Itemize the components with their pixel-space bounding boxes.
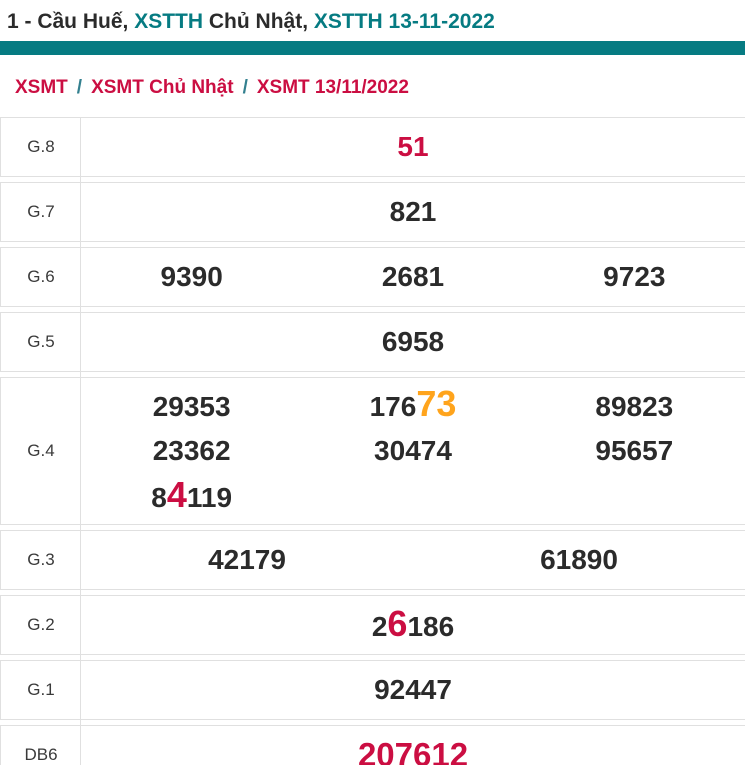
prize-number: 9723 — [524, 255, 745, 299]
prize-label: G.4 — [27, 441, 55, 460]
digits: 821 — [389, 196, 437, 227]
prize-number: 89823 — [524, 385, 745, 429]
prize-values: 6958 — [81, 313, 745, 371]
digits: 89823 — [595, 391, 674, 422]
digits: 9390 — [160, 261, 223, 292]
table-row: G.1 92447 — [0, 660, 745, 720]
digits: 8 — [151, 482, 167, 513]
prize-label: G.6 — [27, 267, 55, 286]
digits: 176 — [369, 391, 417, 422]
table-row: G.7 821 — [0, 182, 745, 242]
value-line: 84119 — [81, 473, 745, 520]
table-row: DB6 207612 — [0, 725, 745, 765]
title-part: Chủ Nhật, — [203, 10, 314, 33]
title-part: 1 - Cầu Huế, — [7, 10, 135, 33]
highlighted-digits: 73 — [416, 383, 457, 424]
prize-number: 23362 — [81, 429, 302, 473]
table-row: G.6 9390 2681 9723 — [0, 247, 745, 307]
digits: 92447 — [374, 674, 452, 705]
prize-number: 95657 — [524, 429, 745, 473]
digits: 2 — [371, 610, 388, 642]
prize-label: G.7 — [27, 202, 55, 221]
digits: 9723 — [603, 261, 666, 292]
prize-values: 9390 2681 9723 — [81, 248, 745, 306]
prize-values: 207612 — [81, 726, 745, 765]
prize-number: 92447 — [81, 668, 745, 712]
title-part: XSTTH 13-11-2022 — [313, 10, 495, 33]
table-row: G.5 6958 — [0, 312, 745, 372]
prize-number: 821 — [81, 190, 745, 234]
digits: 2681 — [381, 261, 445, 292]
label-column-divider — [80, 117, 81, 765]
digits: 186 — [407, 610, 455, 642]
digits: 42179 — [208, 544, 286, 575]
prize-number: 2681 — [302, 255, 523, 299]
prize-number: 29353 — [81, 385, 302, 429]
value-line: 26186 — [81, 602, 745, 649]
prize-values: 821 — [81, 183, 745, 241]
prize-number: 17673 — [302, 382, 523, 429]
title-part: XSTTH — [134, 10, 204, 33]
table-row: G.4 29353 17673 89823 23362 30474 95657 84119 — [0, 377, 745, 525]
prize-number: 84119 — [81, 473, 302, 520]
digits: 119 — [186, 482, 233, 513]
prize-label: DB6 — [24, 745, 58, 764]
digits: 29353 — [152, 391, 231, 422]
value-line: 42179 61890 — [81, 538, 745, 582]
highlighted-digits: 51 — [397, 131, 429, 162]
prize-label: G.5 — [27, 332, 55, 351]
digits: 95657 — [595, 435, 674, 466]
value-line: 51 — [81, 125, 745, 169]
prize-number: 42179 — [81, 538, 413, 582]
teal-divider — [0, 41, 745, 55]
value-line: 9390 2681 9723 — [81, 255, 745, 299]
prize-label: G.3 — [27, 550, 55, 569]
prize-number: 207612 — [81, 733, 745, 765]
digits: 61890 — [540, 544, 618, 575]
prize-number: 9390 — [81, 255, 302, 299]
breadcrumb-link[interactable]: XSMT — [15, 77, 68, 98]
breadcrumb-separator: / — [76, 77, 83, 98]
breadcrumb-link[interactable]: XSMT Chủ Nhật — [91, 77, 234, 98]
prize-values: 42179 61890 — [81, 531, 745, 589]
highlighted-digits: 6 — [387, 602, 408, 644]
table-row: G.3 42179 61890 — [0, 530, 745, 590]
value-line: 29353 17673 89823 — [81, 382, 745, 429]
prize-values: 29353 17673 89823 23362 30474 95657 84119 — [81, 378, 745, 524]
breadcrumb-link[interactable]: XSMT 13/11/2022 — [256, 77, 409, 98]
results-table: G.8 51 G.7 821 G.6 9390 2681 9723 G.5 6958 G.4 2935… — [0, 117, 745, 765]
prize-label: G.8 — [27, 137, 55, 156]
prize-number: 30474 — [302, 429, 523, 473]
page-title: 1 - Cầu Huế, XSTTH Chủ Nhật, XSTTH 13-11… — [0, 0, 745, 35]
value-line: 207612 — [81, 733, 745, 765]
breadcrumb-separator: / — [242, 77, 248, 98]
prize-number: 6958 — [81, 320, 745, 364]
digits: 30474 — [374, 435, 452, 466]
value-line: 92447 — [81, 668, 745, 712]
value-line: 6958 — [81, 320, 745, 364]
prize-number: 26186 — [81, 602, 745, 649]
prize-values: 51 — [81, 118, 745, 176]
prize-label: G.2 — [27, 615, 55, 634]
digits: 23362 — [152, 435, 231, 466]
breadcrumb: XSMT / XSMT Chủ Nhật / XSMT 13/11/2022 — [15, 76, 745, 100]
highlighted-digits: 4 — [166, 474, 187, 515]
table-row: G.2 26186 — [0, 595, 745, 655]
digits: 6958 — [381, 326, 445, 357]
prize-values: 26186 — [81, 596, 745, 654]
value-line: 821 — [81, 190, 745, 234]
prize-number: 61890 — [413, 538, 745, 582]
value-line: 23362 30474 95657 — [81, 429, 745, 473]
highlighted-digits: 207612 — [357, 736, 469, 765]
prize-values: 92447 — [81, 661, 745, 719]
prize-number: 51 — [81, 125, 745, 169]
table-row: G.8 51 — [0, 117, 745, 177]
prize-label: G.1 — [27, 680, 55, 699]
